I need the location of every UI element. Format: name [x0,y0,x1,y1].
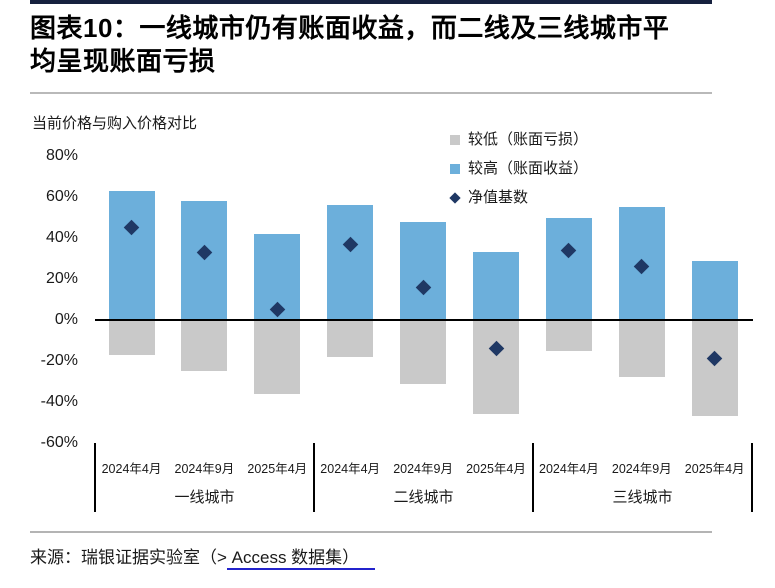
group-separator-tick [532,443,534,512]
x-axis-group-label: 三线城市 [612,489,673,506]
x-axis-period-label: 2024年4月 [320,462,381,476]
x-axis-group-label: 二线城市 [393,489,454,506]
group-separator-tick [751,443,753,512]
bar-loss-segment [691,320,738,417]
y-axis-label: 0% [54,311,78,328]
figure-title: 图表10：一线城市仍有账面收益，而二线及三线城市平均呈现账面亏损 [30,13,670,76]
legend-label: 较低（账面亏损） [468,131,589,148]
y-axis-label: -40% [40,393,78,410]
x-axis-period-label: 2025年4月 [247,462,308,476]
zero-axis-line [95,319,753,321]
bar-loss-segment [473,320,519,415]
x-axis-period-label: 2024年4月 [101,462,162,476]
bar-loss-segment [254,320,301,394]
y-axis-label: 20% [45,270,78,287]
legend-item: 较高（账面收益） [450,160,588,178]
bar-gain-segment [108,190,155,320]
legend-item: 较低（账面亏损） [450,131,588,149]
diamond-marker-icon [449,192,461,204]
source-access-link[interactable]: Access 数据集） [226,548,376,570]
y-axis-label: -20% [40,352,78,369]
bar-gain-segment [181,201,228,320]
y-axis-label: 40% [45,229,78,246]
bar-gain-segment [691,260,738,320]
bar-loss-segment [327,320,374,357]
axis-subtitle: 当前价格与购入价格对比 [32,115,198,132]
chart-legend: 较低（账面亏损） 较高（账面收益） 净值基数 [449,131,588,218]
square-marker-icon [450,135,460,145]
y-axis-label: 60% [45,188,78,205]
x-axis-period-label: 2025年4月 [466,462,526,476]
bar-gain-segment [473,252,519,320]
bar-gain-segment [400,221,447,320]
bar-loss-segment [108,320,155,355]
bar-loss-segment [545,320,592,351]
bottom-divider [30,531,712,533]
bar-loss-segment [181,320,228,372]
title-divider [30,92,712,94]
legend-item: 净值基数 [449,189,588,207]
bar-gain-segment [545,217,592,320]
x-axis-period-label: 2025年4月 [684,462,745,476]
x-axis-period-label: 2024年4月 [539,462,599,476]
legend-label: 净值基数 [468,189,529,206]
top-rule [30,0,712,4]
x-axis-period-label: 2024年9月 [611,462,672,476]
y-axis-label: 80% [45,147,78,164]
legend-label: 较高（账面收益） [468,160,589,177]
source-text: 来源：瑞银证据实验室（> [30,548,227,567]
x-axis-period-label: 2024年9月 [174,462,235,476]
bar-loss-segment [618,320,665,378]
group-separator-tick [313,443,315,512]
square-marker-icon [450,164,460,174]
group-separator-tick [94,443,96,512]
y-axis-label: -60% [40,434,78,451]
bar-loss-segment [400,320,447,384]
x-axis-period-label: 2024年9月 [393,462,453,476]
bar-gain-segment [327,205,374,320]
source-line: 来源：瑞银证据实验室（> Access 数据集） [30,543,376,570]
x-axis-group-label: 一线城市 [174,489,235,506]
